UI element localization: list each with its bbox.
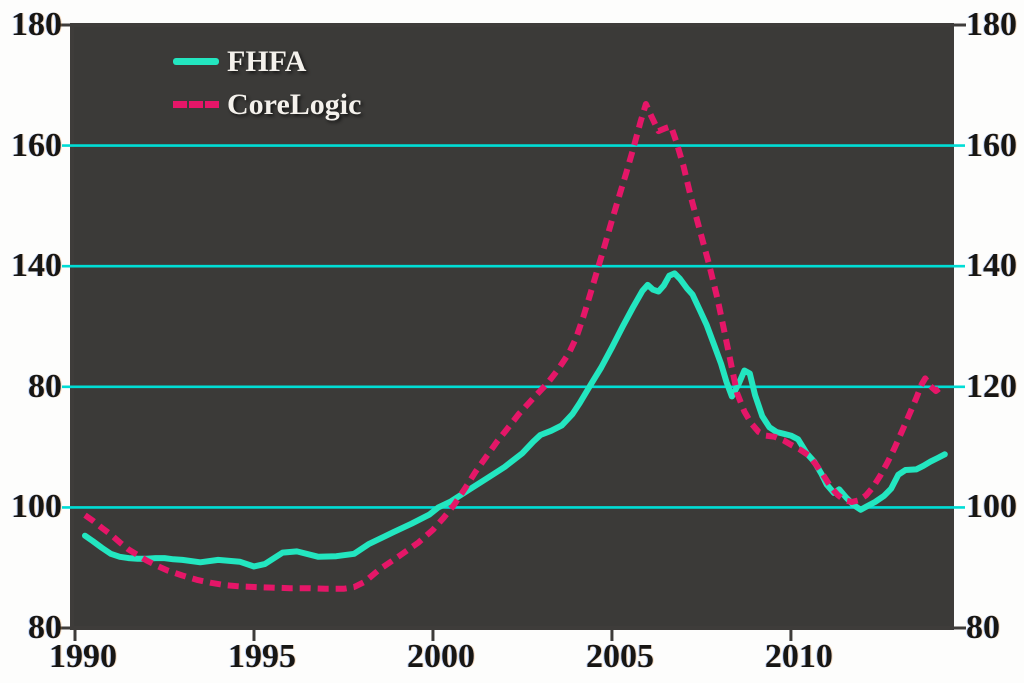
y-axis-label-left-3: 80 (28, 367, 62, 405)
y-axis-label-right-3: 120 (966, 367, 1017, 405)
legend-label-corelogic: CoreLogic (227, 87, 362, 121)
y-axis-label-right-0: 180 (966, 6, 1017, 43)
fhfa-line-swatch-icon (173, 58, 219, 65)
corelogic-line-swatch-icon (173, 101, 219, 108)
axis-frame (70, 23, 954, 630)
x-axis-label-2005: 2005 (585, 638, 654, 675)
y-axis-label-right-4: 100 (966, 488, 1017, 526)
y-axis-label-left-1: 160 (11, 126, 62, 164)
x-axis-label-1990: 1990 (49, 638, 117, 675)
x-axis-label-2000: 2000 (406, 638, 475, 675)
x-axis-label-1995: 1995 (227, 638, 296, 675)
y-axis-label-left-5: 80 (28, 609, 62, 646)
legend: FHFA CoreLogic (173, 40, 361, 126)
y-axis-label-right-1: 160 (966, 126, 1017, 164)
y-axis-label-right-2: 140 (966, 247, 1017, 285)
x-axis-label-2010: 2010 (764, 638, 833, 675)
legend-label-fhfa: FHFA (227, 44, 307, 78)
y-axis-label-right-5: 80 (966, 609, 1000, 646)
plot-area (72, 25, 952, 628)
y-axis-label-left-4: 100 (11, 488, 62, 526)
y-axis-label-left-0: 180 (11, 6, 62, 43)
corelogic-line (83, 101, 947, 592)
legend-item-corelogic: CoreLogic (173, 83, 361, 126)
legend-item-fhfa: FHFA (173, 40, 361, 83)
y-axis-label-left-2: 140 (11, 247, 62, 285)
